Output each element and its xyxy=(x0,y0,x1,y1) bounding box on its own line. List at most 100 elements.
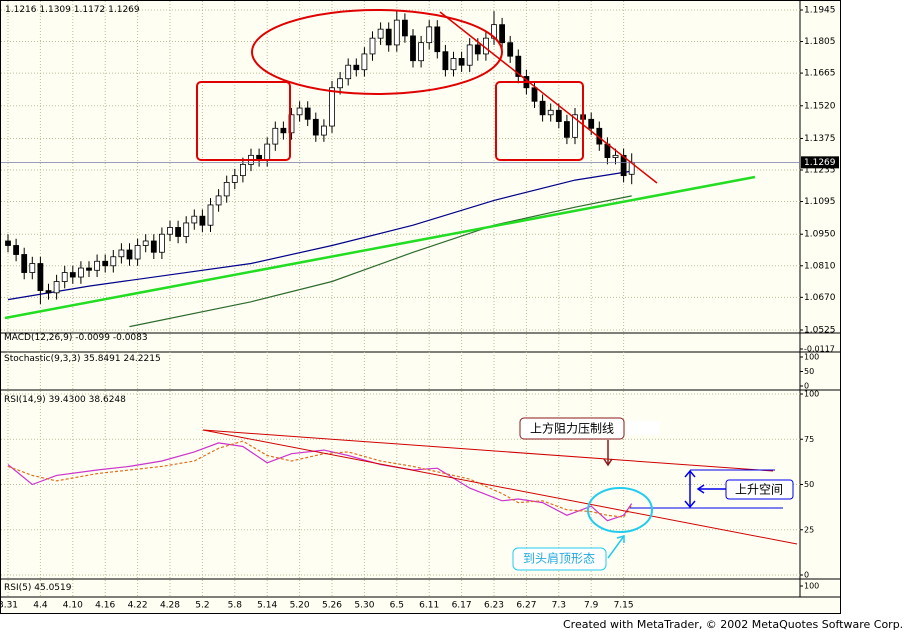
candle-body xyxy=(199,215,206,226)
candle-body xyxy=(401,19,408,37)
x-tick-label: 6.23 xyxy=(484,601,504,611)
candle-body xyxy=(547,109,554,116)
x-tick-label: 7.15 xyxy=(614,601,634,611)
candle-body xyxy=(78,267,84,278)
x-tick-label: 5.8 xyxy=(228,601,243,611)
resistance-box xyxy=(519,417,625,440)
y-tick-label: 1.1375 xyxy=(804,134,836,144)
indicator-name: Stochastic(9,3,3) xyxy=(4,354,81,364)
last-price-tag xyxy=(801,156,839,169)
arrow-head xyxy=(684,469,696,478)
x-tick-label: 6.5 xyxy=(390,601,404,611)
candle-body xyxy=(474,44,481,55)
candle-body xyxy=(426,26,433,44)
ohlc-readout: 1.1216 1.1309 1.1172 1.1269 xyxy=(5,5,140,15)
x-tick-label: 4.16 xyxy=(95,601,115,611)
ma-line xyxy=(7,442,633,522)
room-label: 上升空间 xyxy=(735,483,783,497)
axis-bg xyxy=(800,1,840,613)
indicator-name: MACD(12,26,9) xyxy=(4,333,72,343)
x-tick-label: 5.20 xyxy=(290,601,310,611)
x-tick-label: 4.4 xyxy=(33,601,48,611)
candle-body xyxy=(37,263,44,291)
indicator-value: -0.0083 xyxy=(113,333,148,343)
x-tick-label: 4.22 xyxy=(128,601,148,611)
candle-body xyxy=(531,87,538,102)
candle-body xyxy=(304,107,311,120)
candle-body xyxy=(329,87,335,127)
x-tick-label: 6.17 xyxy=(452,601,472,611)
candle-body xyxy=(345,64,352,80)
y-tick-label: 75 xyxy=(804,435,814,444)
y-tick-label: 0 xyxy=(804,382,809,391)
arrow-head xyxy=(696,484,705,494)
candle-body xyxy=(507,42,514,57)
candle-body xyxy=(158,233,165,253)
candle-body xyxy=(94,260,100,271)
resistance-label: 上方阻力压制线 xyxy=(530,421,614,436)
candle-body xyxy=(320,125,327,136)
x-tick-label: 5.14 xyxy=(257,601,277,611)
candle-body xyxy=(126,249,133,260)
candle-body xyxy=(337,78,344,89)
box-left-shoulder xyxy=(196,81,291,161)
main-annotations xyxy=(196,9,584,161)
resistance-arrow xyxy=(603,440,613,467)
candle-body xyxy=(555,109,562,122)
x-tick-label: 4.28 xyxy=(160,601,180,611)
y-tick-label: 100 xyxy=(804,353,819,362)
pattern-box xyxy=(512,547,607,571)
candle-body xyxy=(418,42,425,62)
candle-body xyxy=(207,204,214,226)
up-trendline xyxy=(4,175,756,320)
y-tick-label: 1.0810 xyxy=(804,261,836,271)
indicator-value: 45.0519 xyxy=(34,583,71,593)
candle-body xyxy=(385,28,392,46)
candle-body xyxy=(620,154,627,177)
candle-body xyxy=(150,240,157,253)
y-tick-label: -0.0117 xyxy=(804,345,835,354)
panel-borders xyxy=(0,0,840,597)
resistance-box-tail xyxy=(626,421,660,435)
candle-body xyxy=(280,127,287,134)
panel-title: RSI(14,9) 39.4300 38.6248 xyxy=(4,395,126,405)
indicator-name: RSI(14,9) xyxy=(4,395,46,405)
panel-title: Stochastic(9,3,3) 35.8491 24.2215 xyxy=(4,354,161,364)
candle-body xyxy=(264,143,271,161)
x-tick-label: 4.10 xyxy=(63,601,83,611)
ma-line xyxy=(7,170,632,301)
x-tick-label: 6.27 xyxy=(516,601,536,611)
date-axis-bg xyxy=(1,597,800,613)
data-layer: 1.1945 1.1805 1.1665 1.1520 1.1375 1.1235 1.10… xyxy=(0,1,839,611)
candle-body xyxy=(393,19,400,46)
candle-body xyxy=(369,37,376,55)
indicator-value: 35.8491 xyxy=(83,354,120,364)
arrow-head xyxy=(616,535,625,543)
candle-body xyxy=(61,272,68,282)
candle-body xyxy=(272,127,279,145)
x-tick-label: 5.26 xyxy=(322,601,342,611)
y-tick-label: 50 xyxy=(804,367,814,376)
arrow-shaft xyxy=(607,535,625,559)
candle-body xyxy=(466,44,473,66)
candle-body xyxy=(442,51,449,71)
candle-body xyxy=(175,227,182,237)
box-right-shoulder xyxy=(495,81,584,161)
candle-body xyxy=(515,55,522,77)
candle-body xyxy=(110,256,117,267)
candle-body xyxy=(353,64,360,71)
arrow-head xyxy=(684,500,696,509)
panel-title: MACD(12,26,9) -0.0099 -0.0083 xyxy=(4,333,148,343)
indicator-value: 38.6248 xyxy=(89,395,126,405)
down-trendline xyxy=(439,11,658,184)
candle-body xyxy=(458,58,465,66)
open-readout: 1.1216 xyxy=(5,5,37,15)
y-tick-label: 1.1805 xyxy=(804,37,836,47)
room-box xyxy=(725,479,794,500)
y-tick-label: 1.1520 xyxy=(804,101,836,111)
y-tick-label: 1.0670 xyxy=(804,293,836,303)
y-tick-label: 1.1945 xyxy=(804,6,836,16)
candle-body xyxy=(612,154,619,159)
candle-body xyxy=(5,240,11,246)
